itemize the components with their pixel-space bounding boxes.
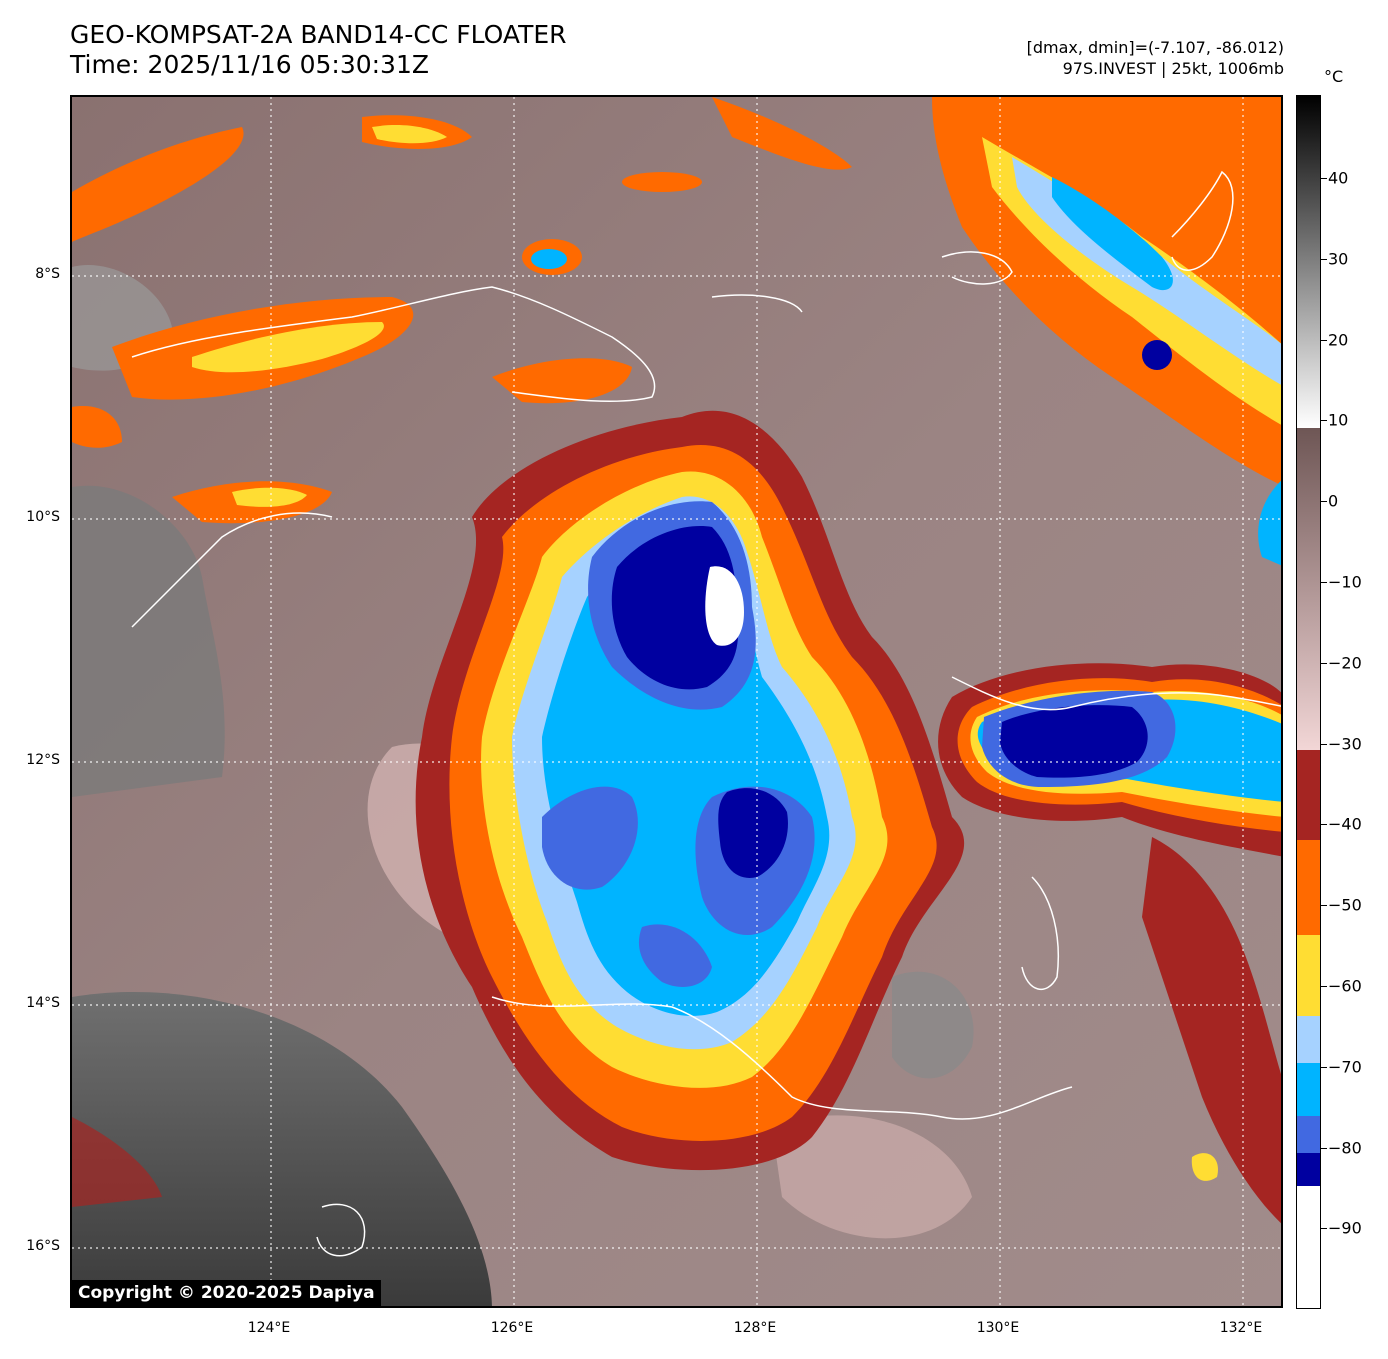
cb-band-brown: [1297, 428, 1320, 750]
main-convective-system: [415, 410, 965, 1171]
colorbar-tick-mark: [1321, 662, 1327, 664]
cb-band-light-blue: [1297, 1016, 1320, 1063]
cb-band-cyan: [1297, 1063, 1320, 1116]
lon-label-132e: 132°E: [1219, 1320, 1263, 1336]
colorbar-tick-mark: [1321, 178, 1327, 179]
cb-band-white: [1297, 1186, 1320, 1308]
lat-label-16s: 16°S: [26, 1238, 60, 1254]
colorbar-tick-label: 0: [1328, 491, 1339, 511]
lon-label-124e: 124°E: [247, 1320, 291, 1336]
warm-area-south: [892, 971, 974, 1079]
colorbar-tick-label: −20: [1328, 653, 1362, 673]
colorbar-tick-label: −40: [1328, 814, 1362, 834]
south-band: [72, 837, 1281, 1224]
lat-label-8s: 8°S: [35, 266, 60, 282]
east-convective-cluster: [938, 663, 1281, 857]
pink-fringe-2: [772, 1115, 972, 1239]
colorbar-gradient: [1297, 96, 1320, 1308]
info-storm: 97S.INVEST | 25kt, 1006mb: [1062, 59, 1284, 78]
colorbar-tick-label: −50: [1328, 895, 1362, 915]
lon-label-128e: 128°E: [733, 1320, 777, 1336]
colorbar-tick-label: 30: [1328, 249, 1349, 269]
colorbar-tick-label: 20: [1328, 330, 1349, 350]
colorbar-tick-mark: [1321, 905, 1327, 907]
chart-title: GEO-KOMPSAT-2A BAND14-CC FLOATER Time: 2…: [70, 20, 567, 80]
cb-band-blue: [1297, 1116, 1320, 1153]
cb-band-orange: [1297, 840, 1320, 935]
lat-label-10s: 10°S: [26, 509, 60, 525]
northeast-band: [932, 97, 1281, 566]
colorbar-tick-mark: [1321, 258, 1327, 260]
cb-band-red: [1297, 750, 1320, 840]
storm-info: [dmax, dmin]=(-7.107, -86.012) 97S.INVES…: [1027, 37, 1284, 79]
cb-band-warm: [1297, 96, 1320, 428]
cb-band-navy: [1297, 1153, 1320, 1186]
title-satellite: GEO-KOMPSAT-2A BAND14-CC FLOATER: [70, 20, 567, 49]
colorbar-tick-label: 10: [1328, 410, 1349, 430]
colorbar-tick-mark: [1321, 339, 1327, 341]
satellite-imagery: [72, 97, 1281, 1306]
info-dmax-dmin: [dmax, dmin]=(-7.107, -86.012): [1026, 38, 1284, 57]
warm-area-west: [72, 485, 225, 797]
colorbar-tick-label: 40: [1328, 168, 1349, 188]
warm-area-southwest: [72, 992, 492, 1306]
colorbar-tick-label: −10: [1328, 572, 1362, 592]
lon-label-126e: 126°E: [490, 1320, 534, 1336]
colorbar-tick-mark: [1321, 1147, 1327, 1149]
colorbar-tick-mark: [1321, 420, 1327, 422]
lat-label-12s: 12°S: [26, 752, 60, 768]
colorbar-tick-label: −70: [1328, 1057, 1362, 1077]
colorbar-tick-mark: [1321, 824, 1327, 826]
colorbar-unit: °C: [1324, 67, 1344, 86]
colorbar-tick-mark: [1321, 986, 1327, 987]
colorbar-tick-mark: [1321, 582, 1327, 583]
satellite-map: Copyright © 2020-2025 Dapiya: [70, 95, 1283, 1308]
northwest-streaks: [72, 97, 852, 524]
colorbar-tick-label: −30: [1328, 734, 1362, 754]
lat-label-14s: 14°S: [26, 995, 60, 1011]
colorbar: [1296, 95, 1321, 1309]
colorbar-tick-mark: [1321, 1228, 1327, 1230]
colorbar-tick-label: −90: [1328, 1218, 1362, 1238]
colorbar-tick-label: −60: [1328, 976, 1362, 996]
colorbar-tick-mark: [1321, 743, 1327, 745]
cb-band-yellow: [1297, 935, 1320, 1016]
grid-lines: [72, 97, 1281, 1306]
lon-label-130e: 130°E: [976, 1320, 1020, 1336]
colorbar-tick-label: −80: [1328, 1138, 1362, 1158]
copyright-notice: Copyright © 2020-2025 Dapiya: [72, 1280, 381, 1306]
title-time: Time: 2025/11/16 05:30:31Z: [70, 50, 429, 79]
colorbar-tick-mark: [1321, 501, 1327, 503]
colorbar-tick-mark: [1321, 1066, 1327, 1068]
